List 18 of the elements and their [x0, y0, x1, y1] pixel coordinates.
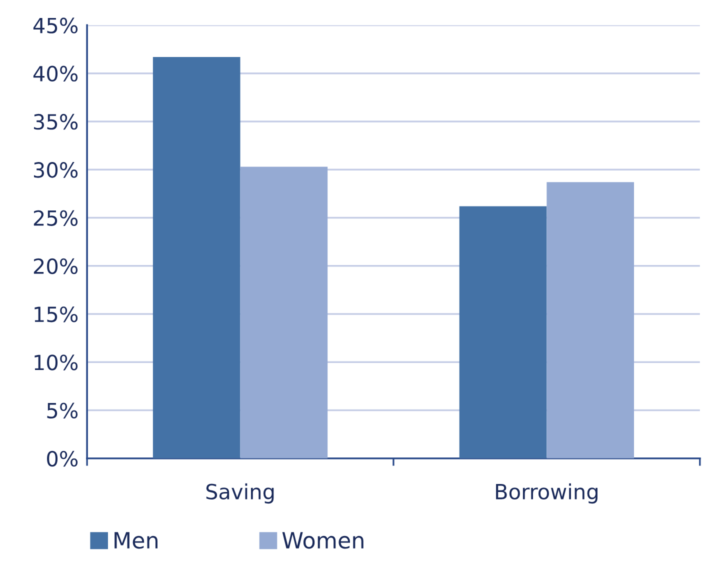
y-tick-label: 25% [34, 210, 78, 226]
bar [459, 206, 547, 458]
legend-label: Men [114, 532, 158, 549]
y-tick-label: 15% [34, 306, 78, 322]
y-tick-label: 20% [34, 258, 78, 274]
x-tick-label: Borrowing [496, 483, 598, 504]
bar [152, 56, 240, 458]
y-tick-label: 30% [34, 162, 78, 178]
bar [240, 166, 328, 458]
y-tick-label: 35% [34, 114, 78, 130]
legend-label: Women [282, 532, 364, 549]
y-tick-label: 10% [34, 354, 78, 370]
y-tick-label: 45% [33, 18, 78, 34]
y-tick-label: 0% [47, 450, 78, 467]
y-tick-label: 5% [47, 402, 78, 418]
bar [546, 182, 634, 458]
y-tick-label: 40% [33, 66, 78, 82]
x-tick-label: Saving [206, 483, 274, 504]
